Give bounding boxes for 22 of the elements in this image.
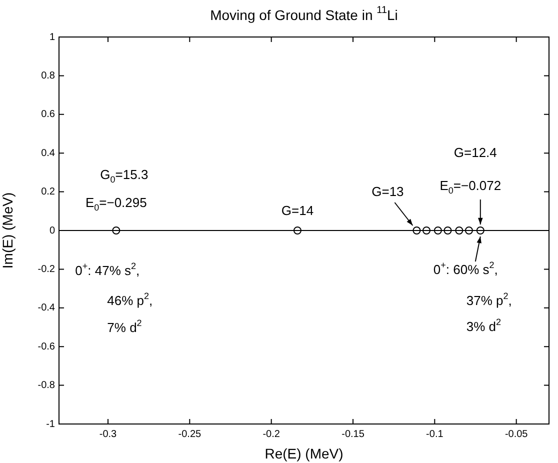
annotation: G=12.4 [454, 145, 497, 160]
y-tick-label: -0.2 [38, 264, 56, 275]
x-axis-title: Re(E) (MeV) [264, 445, 344, 462]
x-tick-label: -0.3 [99, 428, 118, 440]
y-tick-label: 0.2 [41, 186, 56, 198]
y-tick-label: -0.4 [38, 302, 56, 314]
annotation: G=14 [281, 203, 314, 218]
y-tick-label: -0.8 [38, 380, 56, 392]
x-tick-label: -0.1 [426, 428, 444, 440]
y-tick-label: 0.8 [41, 70, 56, 82]
y-tick-label: 0.6 [41, 109, 56, 120]
y-tick-label: 1 [49, 32, 56, 43]
y-tick-label: -1 [46, 418, 56, 430]
x-tick-label: -0.25 [178, 428, 202, 440]
y-tick-label: 0.4 [41, 148, 56, 159]
annotation: G=13 [372, 184, 404, 200]
x-tick-label: -0.2 [262, 428, 280, 440]
x-tick-label: -0.05 [504, 428, 528, 440]
y-tick-label: -0.6 [38, 341, 56, 352]
y-tick-label: 0 [49, 225, 56, 236]
y-axis-title: Im(E) (MeV) [0, 192, 16, 269]
x-tick-label: -0.15 [342, 428, 365, 440]
